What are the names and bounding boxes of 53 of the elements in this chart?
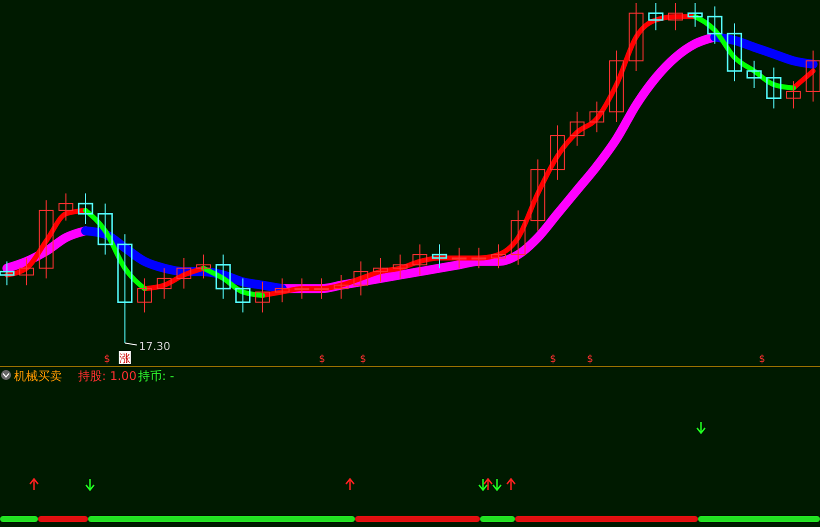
candlestick [353, 260, 368, 296]
candlestick [117, 234, 132, 344]
candlestick [314, 278, 329, 300]
candlestick [806, 50, 820, 102]
candlestick [589, 101, 604, 133]
text: $ [586, 354, 594, 365]
candlestick [235, 278, 250, 313]
candlestick [216, 254, 231, 300]
candlestick [176, 258, 192, 290]
candlestick [274, 278, 290, 303]
candlestick [334, 274, 349, 300]
candlestick [98, 203, 113, 256]
text: 涨 [119, 352, 130, 365]
text: $ [758, 354, 766, 365]
candlestick [609, 50, 624, 122]
candlestick [78, 192, 94, 224]
candlestick [294, 278, 310, 300]
candlestick [550, 124, 565, 180]
candlestick [58, 192, 74, 222]
candlestick [38, 200, 54, 279]
candlestick [137, 278, 152, 313]
candlestick [471, 247, 486, 269]
candlestick [648, 2, 664, 31]
candlestick [707, 6, 722, 44]
candlestick [510, 210, 526, 266]
candlestick [19, 258, 34, 286]
candlestick [0, 260, 15, 286]
candlestick [766, 67, 782, 109]
candlestick [786, 80, 801, 109]
text: 持股: 1.00 [78, 369, 137, 383]
candlestick [373, 258, 388, 282]
candlestick [412, 244, 428, 276]
text: $ [104, 354, 110, 365]
candlestick [156, 268, 172, 300]
text: $ [318, 354, 326, 365]
candlestick [196, 254, 211, 279]
candlestick [688, 2, 703, 28]
text: $ [550, 354, 556, 365]
candlestick [491, 244, 506, 269]
candlestick [746, 60, 762, 88]
candlestick [628, 2, 644, 72]
candlestick [726, 22, 742, 82]
candlestick [255, 281, 270, 313]
text: 机械买卖 [14, 369, 62, 383]
text: $ [360, 354, 366, 365]
candlestick [530, 158, 546, 232]
candlestick [668, 2, 683, 31]
candlestick [452, 247, 467, 269]
candlestick [392, 254, 408, 279]
candlestick [432, 244, 448, 269]
annotation: 17.30 [138, 340, 170, 353]
text: 持币: - [138, 369, 174, 383]
candlestick [570, 111, 585, 146]
